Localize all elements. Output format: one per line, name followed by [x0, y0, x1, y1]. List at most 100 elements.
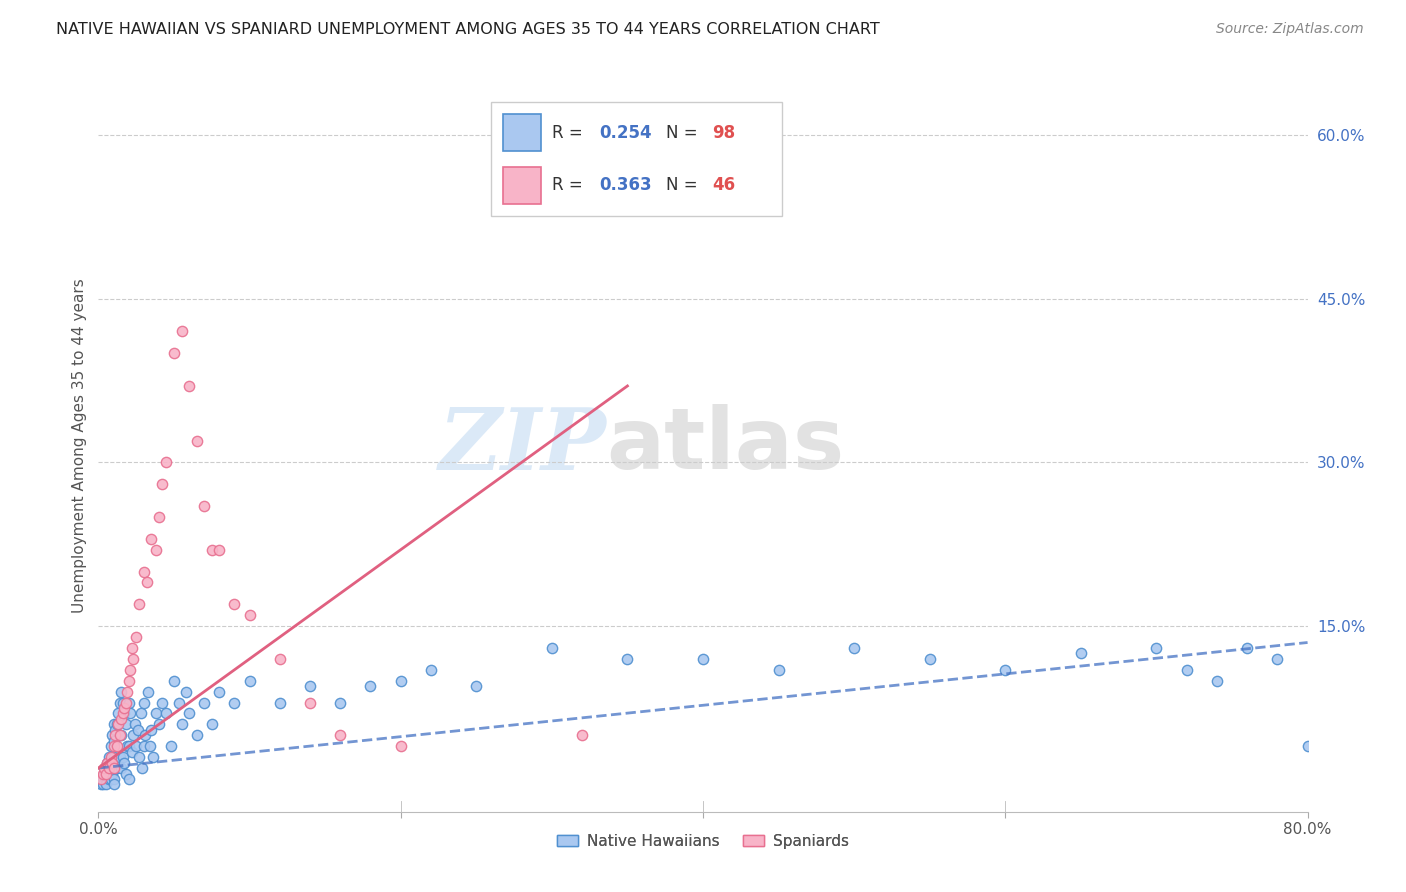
Point: [90, 777, 112, 791]
Point: [141, 723, 163, 737]
Point: [1236, 640, 1258, 655]
Point: [112, 701, 135, 715]
Point: [100, 750, 122, 764]
Point: [91, 772, 114, 786]
Point: [994, 663, 1017, 677]
Point: [107, 756, 129, 770]
Point: [98, 761, 121, 775]
Point: [465, 679, 488, 693]
Point: [122, 728, 145, 742]
Point: [844, 640, 866, 655]
Point: [299, 679, 322, 693]
Point: [329, 728, 352, 742]
Point: [108, 750, 131, 764]
Point: [107, 717, 129, 731]
Point: [239, 608, 262, 623]
Point: [1175, 663, 1198, 677]
Point: [132, 696, 155, 710]
Point: [1296, 739, 1319, 754]
Point: [104, 723, 127, 737]
Point: [115, 684, 138, 698]
Point: [150, 477, 173, 491]
Point: [1267, 652, 1289, 666]
Point: [93, 766, 115, 780]
Point: [103, 772, 125, 786]
Y-axis label: Unemployment Among Ages 35 to 44 years: Unemployment Among Ages 35 to 44 years: [72, 278, 87, 614]
Point: [131, 761, 153, 775]
Point: [186, 434, 208, 448]
Point: [389, 739, 412, 754]
Point: [269, 696, 291, 710]
Point: [98, 761, 121, 775]
Point: [104, 761, 127, 775]
Point: [360, 679, 382, 693]
Point: [616, 652, 638, 666]
Point: [768, 663, 790, 677]
Point: [201, 717, 224, 731]
Text: Source: ZipAtlas.com: Source: ZipAtlas.com: [1216, 22, 1364, 37]
Point: [93, 761, 115, 775]
Point: [103, 777, 125, 791]
Point: [163, 346, 186, 360]
Point: [118, 739, 141, 754]
Point: [107, 706, 129, 721]
Point: [1144, 640, 1167, 655]
Point: [118, 673, 141, 688]
Point: [103, 717, 125, 731]
Point: [167, 696, 190, 710]
Point: [112, 756, 135, 770]
Point: [136, 684, 159, 698]
Point: [148, 717, 170, 731]
Point: [120, 663, 142, 677]
Point: [101, 766, 124, 780]
Point: [108, 696, 131, 710]
Point: [94, 766, 117, 780]
Point: [96, 756, 118, 770]
Point: [110, 712, 132, 726]
Point: [329, 696, 352, 710]
Point: [91, 777, 114, 791]
Point: [105, 717, 128, 731]
Point: [101, 750, 124, 764]
Point: [103, 750, 125, 764]
Point: [100, 739, 122, 754]
Point: [132, 739, 155, 754]
Point: [150, 696, 173, 710]
Point: [129, 706, 152, 721]
Point: [115, 739, 138, 754]
Point: [103, 761, 125, 775]
Point: [208, 684, 231, 698]
Point: [108, 728, 131, 742]
Point: [127, 723, 149, 737]
Point: [1206, 673, 1229, 688]
Point: [96, 756, 118, 770]
Point: [111, 696, 134, 710]
Point: [98, 772, 121, 786]
Legend: Native Hawaiians, Spaniards: Native Hawaiians, Spaniards: [551, 828, 855, 855]
Point: [128, 750, 150, 764]
Point: [104, 728, 127, 742]
Point: [142, 750, 165, 764]
Point: [121, 640, 143, 655]
Point: [224, 696, 246, 710]
Point: [91, 766, 114, 780]
Point: [918, 652, 941, 666]
Point: [105, 739, 128, 754]
Point: [94, 772, 117, 786]
Point: [224, 597, 246, 611]
Point: [571, 728, 593, 742]
Point: [94, 761, 117, 775]
Point: [145, 706, 167, 721]
Point: [114, 696, 136, 710]
Point: [120, 706, 142, 721]
Point: [118, 696, 141, 710]
Point: [389, 673, 412, 688]
Point: [112, 706, 135, 721]
Point: [148, 510, 170, 524]
Point: [269, 652, 291, 666]
Point: [118, 772, 141, 786]
Point: [239, 673, 262, 688]
Point: [145, 542, 167, 557]
Point: [299, 696, 322, 710]
Point: [208, 542, 231, 557]
